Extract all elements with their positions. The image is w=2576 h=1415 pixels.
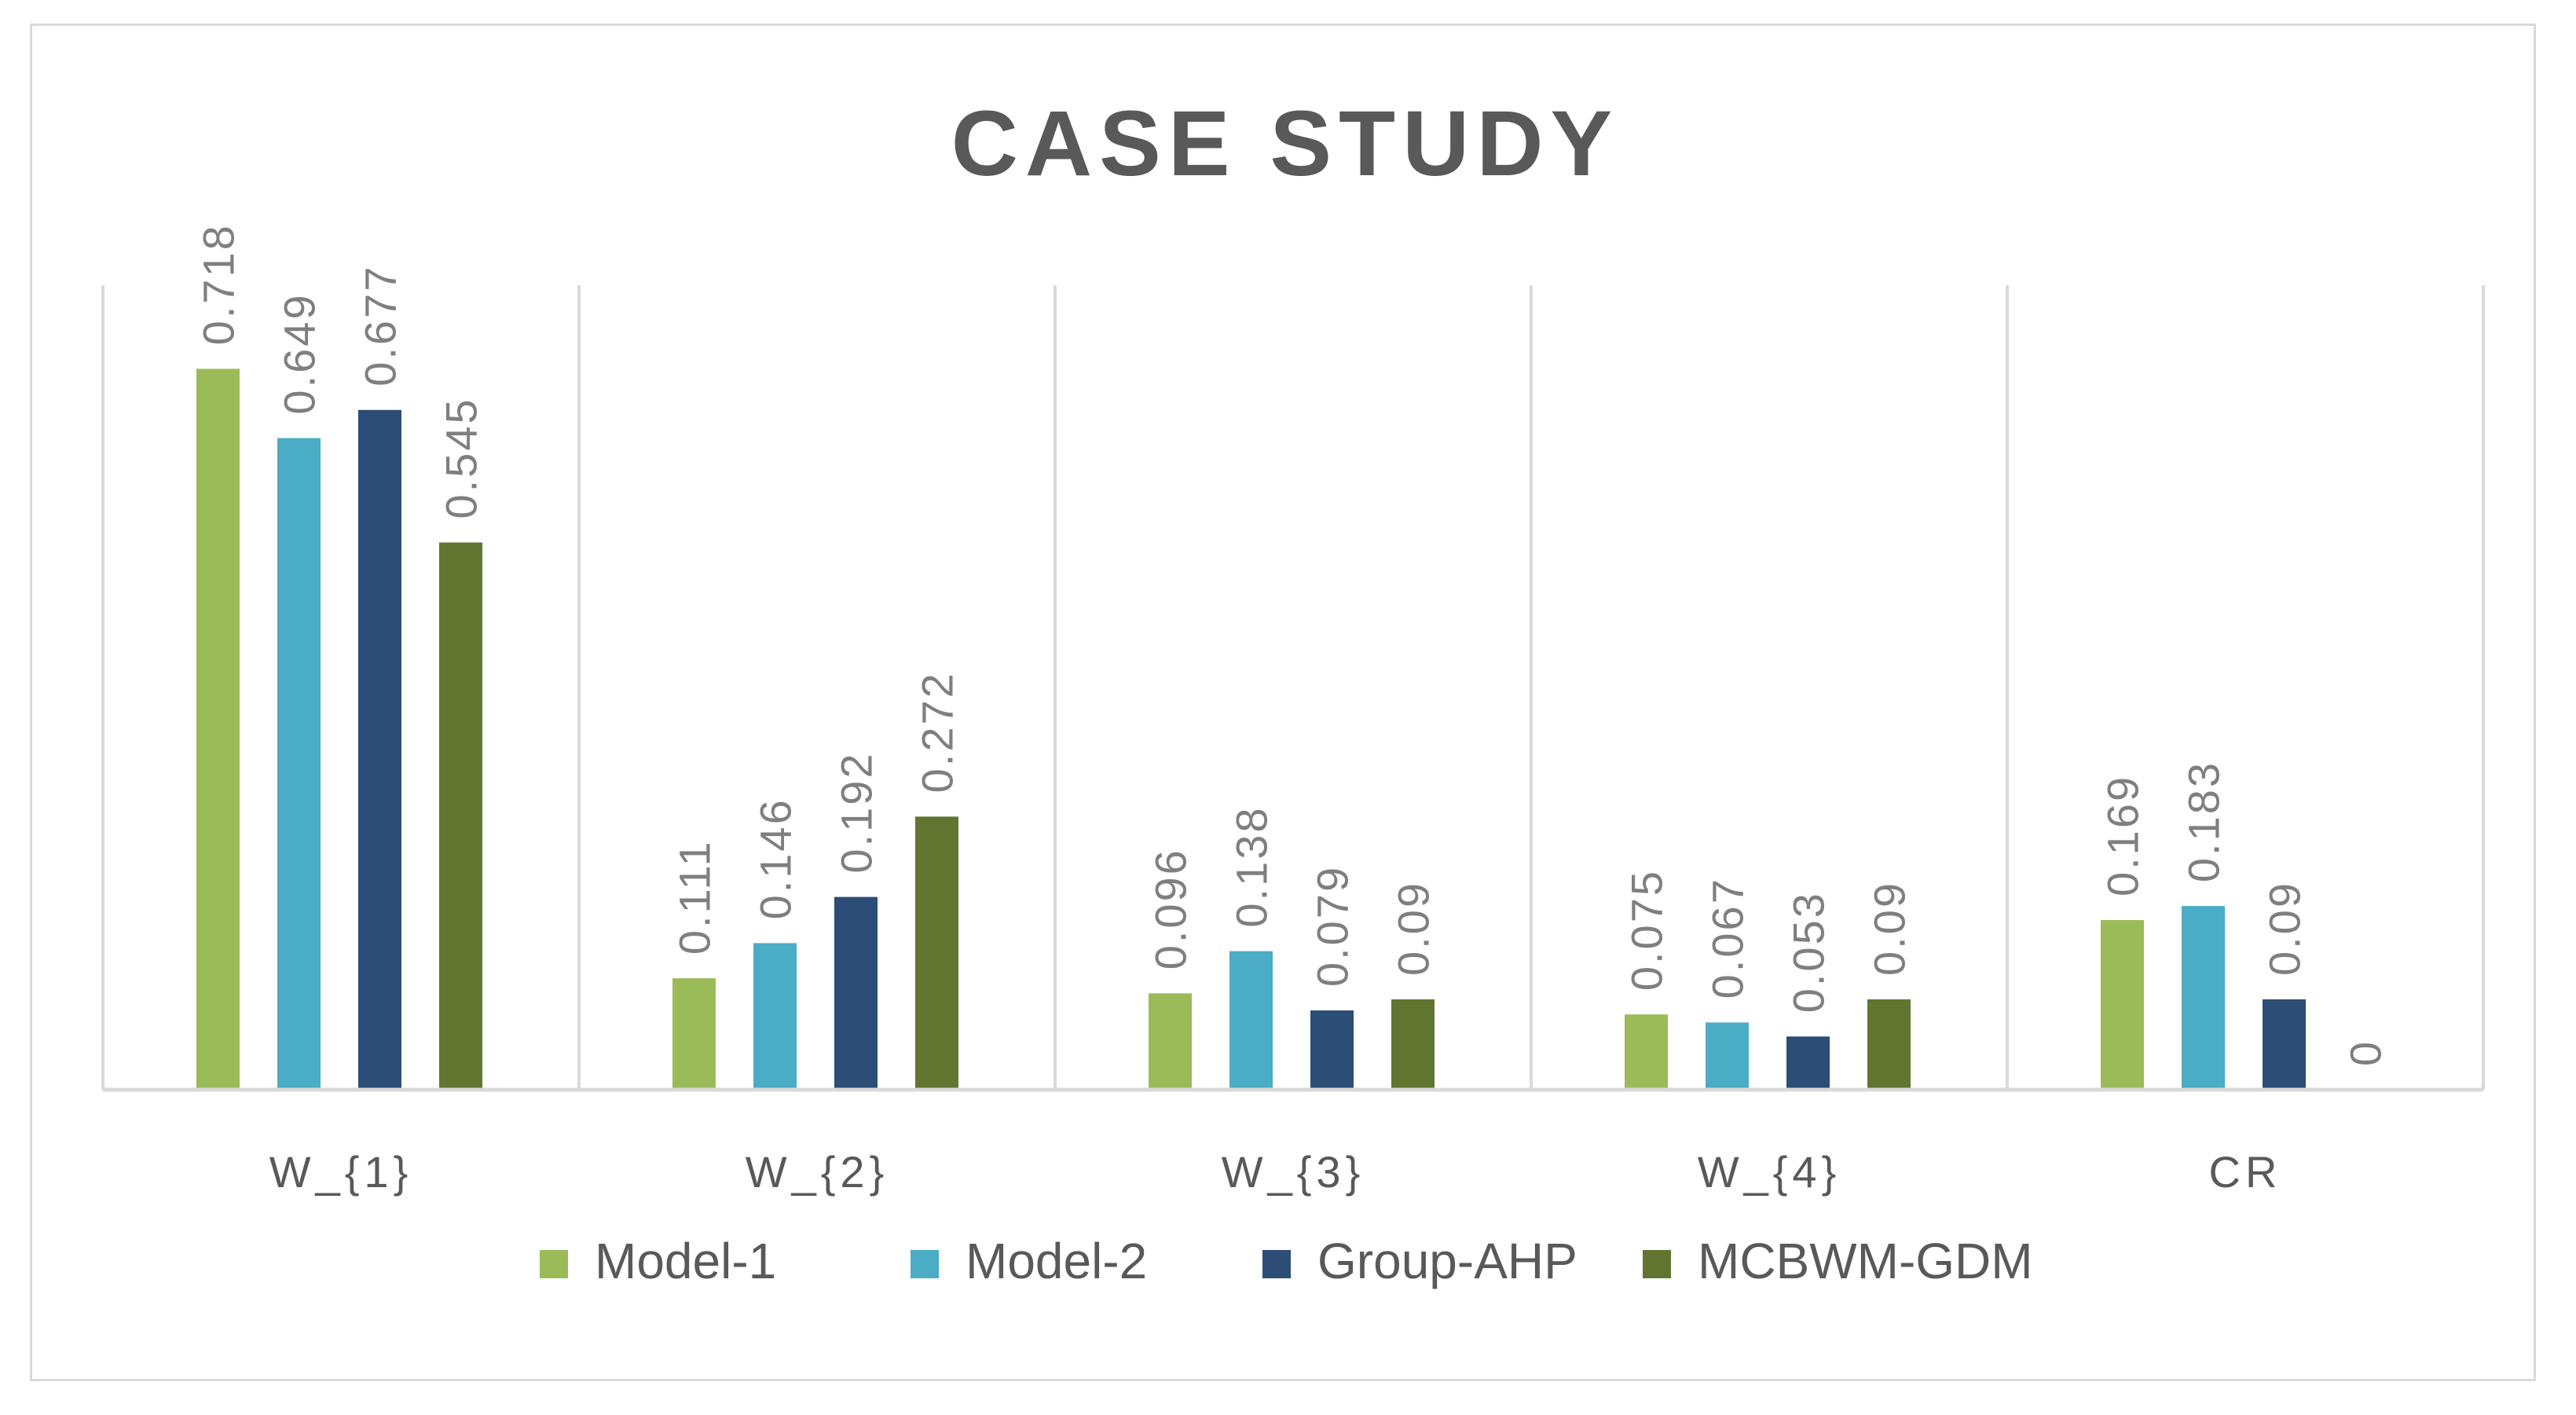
value-label: 0.677	[356, 265, 405, 387]
bar-model-2-3	[1706, 1022, 1749, 1090]
chart-frame: CASE STUDY 0.718 0.649 0.677 0.545 0.111 0.14…	[30, 24, 2536, 1381]
bar-model-2-4	[2182, 906, 2225, 1090]
value-label: 0.111	[670, 839, 720, 955]
legend: Model-1 Model-2 Group-AHP MCBWM-GDM	[540, 1233, 2033, 1289]
value-label: 0.09	[2260, 881, 2310, 976]
value-label: 0.096	[1146, 848, 1196, 970]
bar-model-2-0	[277, 438, 321, 1090]
legend-item-group-ahp: Group-AHP	[1262, 1233, 1577, 1289]
bar-model-2-2	[1229, 951, 1273, 1090]
value-label: 0.169	[2098, 775, 2148, 896]
bar-model-2-1	[753, 943, 797, 1090]
legend-item-mcbwm-gdm: MCBWM-GDM	[1643, 1233, 2033, 1289]
legend-swatch	[1643, 1250, 1671, 1278]
value-label: 0.138	[1227, 805, 1277, 927]
legend-swatch	[540, 1250, 568, 1278]
value-label: 0.079	[1308, 865, 1358, 987]
legend-swatch	[911, 1250, 939, 1278]
value-labels: 0.718 0.649 0.677 0.545 0.111 0.146 0.192 0.272…	[194, 223, 2391, 1066]
value-label: 0.053	[1784, 891, 1834, 1013]
category-separators	[101, 285, 2485, 1090]
value-label: 0.545	[437, 397, 486, 519]
value-label: 0.09	[1865, 881, 1915, 976]
bar-model-1-1	[672, 978, 716, 1090]
category-label: W_{1}	[269, 1147, 413, 1197]
value-label: 0.067	[1703, 877, 1753, 999]
value-label: 0.075	[1622, 869, 1672, 991]
bar-model-1-3	[1625, 1014, 1668, 1090]
bar-chart: CASE STUDY 0.718 0.649 0.677 0.545 0.111 0.14…	[101, 92, 2485, 1289]
category-label: W_{3}	[1222, 1147, 1365, 1197]
legend-item-model-1: Model-1	[540, 1233, 776, 1289]
category-label: W_{4}	[1698, 1147, 1841, 1197]
bar-group-ahp-2	[1310, 1010, 1354, 1090]
legend-label: MCBWM-GDM	[1698, 1233, 2033, 1289]
bar-group-ahp-1	[834, 896, 878, 1090]
legend-swatch	[1262, 1250, 1291, 1278]
bar-group-ahp-3	[1786, 1036, 1830, 1090]
category-label: W_{2}	[746, 1147, 889, 1197]
bar-model-1-0	[196, 368, 240, 1090]
value-label: 0.192	[832, 751, 881, 873]
legend-label: Group-AHP	[1317, 1233, 1577, 1289]
bar-mcbwm-gdm-2	[1391, 999, 1435, 1090]
chart-title: CASE STUDY	[951, 92, 1620, 196]
bar-mcbwm-gdm-0	[439, 542, 482, 1090]
value-label: 0.272	[913, 671, 962, 793]
bar-model-1-4	[2101, 920, 2144, 1090]
value-label: 0.09	[1389, 881, 1438, 976]
category-label: CR	[2209, 1147, 2282, 1197]
category-labels: W_{1} W_{2} W_{3} W_{4} CR	[269, 1147, 2282, 1197]
legend-label: Model-2	[966, 1233, 1147, 1289]
bar-group-ahp-4	[2263, 999, 2306, 1090]
legend-label: Model-1	[595, 1233, 776, 1289]
bar-group-ahp-0	[358, 409, 401, 1090]
value-label: 0.146	[751, 797, 801, 919]
bars	[196, 368, 2306, 1090]
value-label: 0.183	[2179, 761, 2229, 882]
legend-item-model-2: Model-2	[911, 1233, 1147, 1289]
bar-model-1-2	[1149, 993, 1192, 1090]
bar-mcbwm-gdm-3	[1867, 999, 1911, 1090]
bar-mcbwm-gdm-1	[915, 816, 958, 1090]
value-label: 0	[2341, 1039, 2391, 1066]
value-label: 0.649	[275, 292, 324, 414]
value-label: 0.718	[194, 223, 244, 345]
